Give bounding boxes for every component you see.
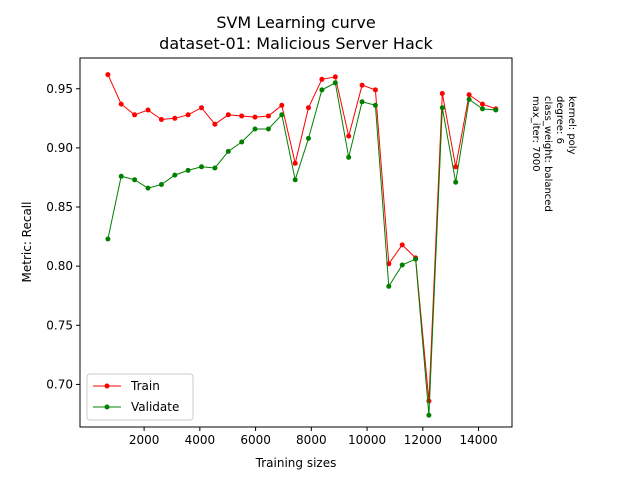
data-point-train <box>372 87 378 93</box>
data-point-validate <box>105 236 111 242</box>
data-point-train <box>319 76 325 82</box>
legend-train-label: Train <box>130 379 160 393</box>
data-point-validate <box>225 148 231 154</box>
x-axis-label: Training sizes <box>255 456 337 470</box>
data-point-validate <box>372 102 378 108</box>
y-tick-label: 0.75 <box>46 318 73 332</box>
data-point-validate <box>292 177 298 183</box>
data-point-train <box>145 107 151 113</box>
data-point-train <box>332 74 338 80</box>
data-point-validate <box>239 139 245 145</box>
data-point-validate <box>132 177 138 183</box>
data-point-train <box>265 113 271 119</box>
x-tick-label: 12000 <box>404 433 442 447</box>
data-point-train <box>346 133 352 139</box>
data-point-validate <box>118 173 124 179</box>
param-kernel: kernel: poly <box>566 96 577 155</box>
data-point-validate <box>332 80 338 86</box>
data-point-train <box>466 92 472 98</box>
x-tick-label: 8000 <box>296 433 327 447</box>
data-point-validate <box>306 135 311 141</box>
legend-train-marker <box>104 383 110 389</box>
data-point-train <box>239 113 245 119</box>
y-axis-ticks: 0.70 0.75 0.80 0.85 0.90 0.95 <box>46 82 80 391</box>
data-point-train <box>292 160 298 166</box>
data-point-train <box>212 121 218 127</box>
y-tick-label: 0.90 <box>46 141 73 155</box>
data-point-train <box>225 112 231 118</box>
y-tick-label: 0.80 <box>46 259 73 273</box>
series-layer <box>105 72 499 418</box>
data-point-train <box>439 91 445 96</box>
data-point-validate <box>265 126 271 132</box>
legend: Train Validate <box>86 373 194 421</box>
y-tick-label: 0.70 <box>46 377 73 391</box>
data-point-train <box>158 117 164 122</box>
data-point-validate <box>252 126 258 132</box>
data-point-validate <box>199 164 204 170</box>
data-point-validate <box>346 154 352 160</box>
x-axis-ticks: 2000 4000 6000 8000 10000 12000 14000 <box>129 427 498 447</box>
data-point-train <box>105 72 111 78</box>
data-point-validate <box>185 167 191 173</box>
data-point-validate <box>386 283 392 289</box>
data-point-validate <box>413 256 419 262</box>
y-tick-label: 0.85 <box>46 200 73 214</box>
param-degree: degree: 6 <box>554 96 565 144</box>
chart-subtitle: dataset-01: Malicious Server Hack <box>159 34 433 53</box>
data-point-train <box>185 112 191 118</box>
x-tick-label: 10000 <box>348 433 386 447</box>
data-point-train <box>306 105 311 111</box>
data-point-validate <box>359 99 365 105</box>
data-point-train <box>399 242 405 248</box>
data-point-validate <box>466 96 472 102</box>
data-point-validate <box>453 179 459 185</box>
params-annotation: kernel: poly degree: 6 class_weight: bal… <box>530 96 577 212</box>
data-point-train <box>279 102 285 108</box>
param-max-iter: max_iter: 7000 <box>530 96 541 172</box>
data-point-validate <box>480 106 485 112</box>
y-tick-label: 0.95 <box>46 82 73 96</box>
data-point-train <box>453 164 459 170</box>
legend-validate-marker <box>104 404 110 410</box>
data-point-train <box>480 101 485 107</box>
series-line-validate <box>107 82 496 416</box>
data-point-validate <box>426 412 432 418</box>
data-point-validate <box>439 105 445 111</box>
series-line-train <box>107 74 496 402</box>
x-tick-label: 6000 <box>240 433 271 447</box>
data-point-validate <box>145 185 151 191</box>
data-point-train <box>118 101 124 107</box>
x-tick-label: 14000 <box>459 433 497 447</box>
data-point-validate <box>319 87 325 93</box>
data-point-train <box>132 112 138 118</box>
data-point-train <box>359 82 365 88</box>
y-axis-label: Metric: Recall <box>20 202 34 283</box>
param-class-weight: class_weight: balanced <box>542 96 553 212</box>
data-point-validate <box>158 182 164 187</box>
data-point-validate <box>399 262 405 268</box>
x-tick-label: 4000 <box>185 433 216 447</box>
plot-area-frame <box>79 57 513 428</box>
data-point-validate <box>493 107 499 113</box>
chart-title: SVM Learning curve <box>216 13 375 32</box>
x-tick-label: 2000 <box>129 433 160 447</box>
data-point-validate <box>172 172 178 178</box>
data-point-validate <box>212 165 218 171</box>
data-point-train <box>199 105 204 111</box>
data-point-train <box>172 115 178 121</box>
data-point-train <box>252 114 258 120</box>
data-point-validate <box>279 112 285 118</box>
legend-validate-label: Validate <box>131 400 179 414</box>
